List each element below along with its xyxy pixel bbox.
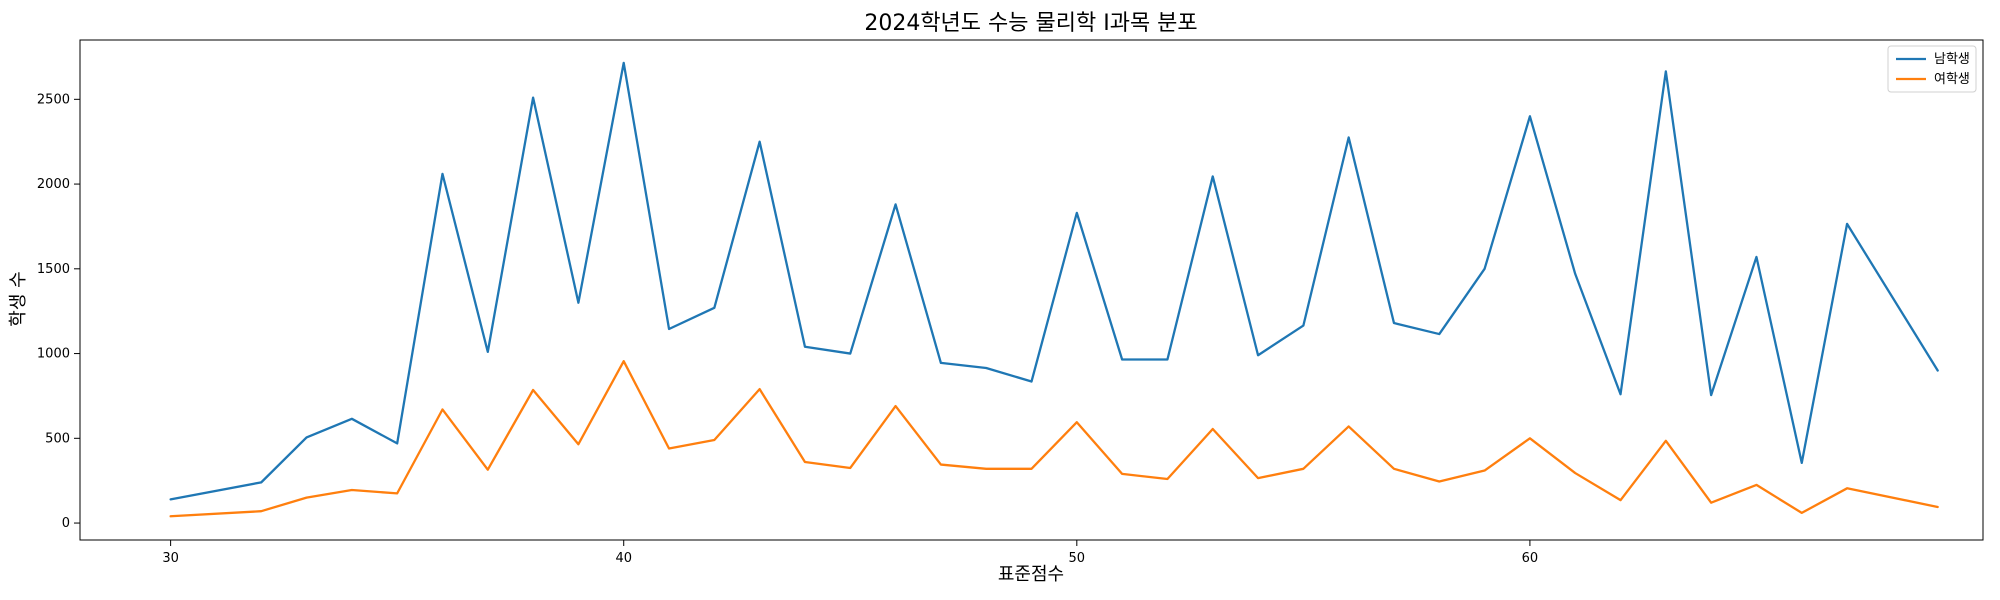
series-line-1 xyxy=(169,360,1939,518)
legend-label-1: 여학생 xyxy=(1934,72,1970,87)
y-tick-label: 0 xyxy=(62,516,70,531)
x-tick-label: 50 xyxy=(1069,551,1086,566)
x-axis-label: 표준점수 xyxy=(998,564,1064,585)
x-tick-label: 40 xyxy=(615,551,632,566)
series-line-0 xyxy=(169,61,1939,501)
chart-title: 2024학년도 수능 물리학 I과목 분포 xyxy=(864,11,1197,36)
legend-label-0: 남학생 xyxy=(1934,52,1970,67)
y-tick-label: 500 xyxy=(45,431,70,446)
x-tick-label: 30 xyxy=(162,551,179,566)
legend-box xyxy=(1887,45,1977,93)
y-tick-label: 1000 xyxy=(37,347,70,362)
y-tick-label: 2000 xyxy=(37,177,70,192)
x-tick-label: 60 xyxy=(1522,551,1539,566)
y-tick-label: 2500 xyxy=(37,92,70,107)
y-tick-label: 1500 xyxy=(37,262,70,277)
plot-frame xyxy=(79,39,1984,541)
y-axis-label: 학생 수 xyxy=(8,271,29,326)
